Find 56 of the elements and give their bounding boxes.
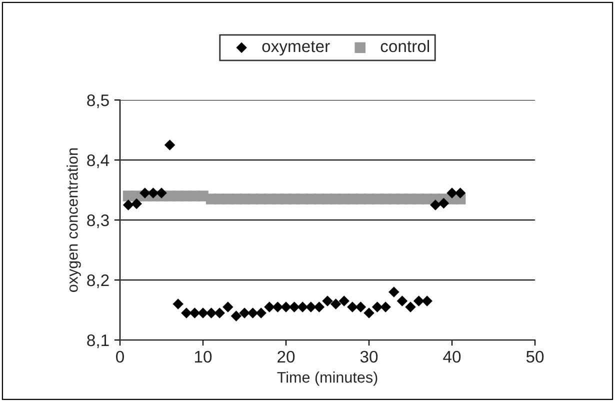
- point: [140, 188, 150, 198]
- point: [413, 296, 424, 306]
- point: [230, 310, 242, 322]
- y-tick-label: 8,1: [87, 334, 109, 348]
- point: [454, 188, 466, 198]
- point: [405, 302, 416, 312]
- point: [156, 188, 167, 198]
- point: [214, 308, 225, 318]
- point: [256, 308, 266, 318]
- point: [355, 302, 366, 312]
- point: [189, 308, 200, 318]
- y-tick-label: 8,5: [87, 94, 109, 108]
- point: [239, 308, 250, 318]
- point: [122, 200, 134, 210]
- point: [330, 298, 342, 310]
- point: [322, 296, 333, 306]
- point: [314, 302, 325, 312]
- point: [172, 298, 184, 310]
- point: [198, 308, 208, 318]
- point: [380, 302, 391, 312]
- x-tick-label: 40: [443, 350, 461, 363]
- point: [372, 302, 383, 312]
- point: [422, 296, 432, 306]
- point: [280, 302, 292, 312]
- legend-label: oxymeter: [262, 41, 330, 56]
- point: [446, 188, 458, 198]
- point: [364, 308, 374, 318]
- point: [430, 200, 441, 210]
- point: [347, 302, 358, 312]
- point: [222, 302, 234, 312]
- point: [181, 308, 192, 318]
- y-axis-title: oxygen concentration: [66, 148, 81, 292]
- x-tick-label: 10: [195, 350, 212, 363]
- point: [264, 302, 275, 312]
- point: [272, 302, 284, 312]
- x-tick-label: 30: [360, 350, 378, 363]
- point: [396, 296, 408, 306]
- y-tick-label: 8,4: [87, 154, 110, 168]
- point: [288, 302, 300, 312]
- point: [388, 286, 400, 298]
- point: [247, 308, 258, 318]
- y-tick-label: 8,3: [87, 214, 109, 228]
- point: [131, 198, 142, 210]
- legend-label: control: [380, 40, 429, 52]
- point: [148, 188, 159, 198]
- x-axis-title: Time (minutes): [277, 372, 378, 386]
- point: [306, 302, 316, 312]
- point: [338, 296, 350, 306]
- x-tick-label: 50: [526, 350, 544, 363]
- x-tick-label: 20: [278, 350, 295, 363]
- point: [438, 198, 450, 209]
- x-tick-label: 0: [116, 350, 124, 363]
- point: [164, 140, 176, 150]
- y-tick-label: 8,2: [87, 274, 109, 288]
- point: [297, 302, 308, 312]
- point: [206, 308, 217, 318]
